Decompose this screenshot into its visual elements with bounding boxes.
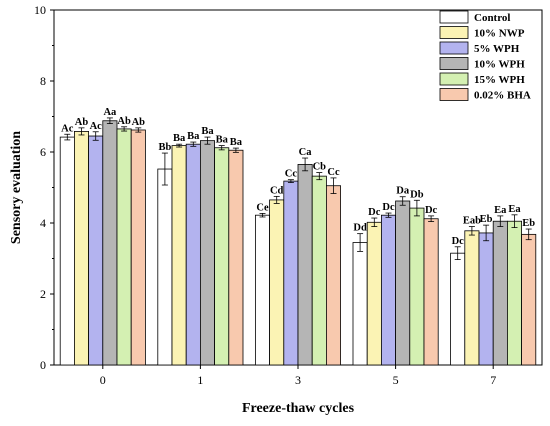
legend-label: 10% WPH [474, 59, 525, 71]
y-tick-label: 8 [40, 74, 46, 88]
bar [311, 175, 327, 366]
bar [102, 120, 118, 366]
legend-label: 10% NWP [474, 28, 525, 40]
legend-label: Control [474, 12, 510, 24]
significance-label: Dc [425, 205, 438, 216]
legend-swatch [439, 10, 469, 24]
significance-label: Db [410, 189, 424, 200]
significance-label: Ac [90, 121, 103, 132]
bar [409, 207, 425, 366]
significance-label: Ab [132, 117, 146, 128]
bar [199, 140, 215, 366]
x-tick-label: 7 [490, 373, 496, 387]
significance-label: Dc [452, 236, 465, 247]
significance-label: Ea [494, 205, 507, 216]
bar [214, 147, 230, 366]
bar [325, 185, 341, 366]
legend-label: 15% WPH [474, 74, 525, 86]
bar [366, 221, 382, 366]
significance-label: Cb [313, 162, 327, 173]
bar [116, 128, 132, 366]
y-tick-label: 6 [40, 145, 46, 159]
y-tick-label: 10 [34, 3, 46, 17]
y-tick-label: 0 [40, 358, 46, 372]
significance-label: Ea [508, 204, 521, 215]
x-tick-label: 1 [197, 373, 203, 387]
legend-swatch [439, 26, 469, 39]
bar [506, 220, 522, 366]
x-tick-label: 5 [393, 373, 399, 387]
significance-label: Eb [522, 218, 535, 229]
significance-label: Eb [480, 214, 493, 225]
significance-label: Ba [216, 135, 229, 146]
significance-label: Cc [285, 169, 298, 180]
significance-label: Aa [103, 107, 117, 118]
bar [254, 214, 270, 366]
x-axis-title: Freeze-thaw cycles [242, 401, 355, 416]
significance-label: Dc [368, 207, 381, 218]
significance-label: Ab [117, 116, 131, 127]
significance-label: Cd [270, 185, 284, 196]
legend: Control 10% NWP 5% WPH 10% WPH 15% WPH 0.02% … [439, 10, 531, 102]
bar [423, 218, 439, 366]
bar [464, 230, 480, 366]
bar [269, 199, 285, 366]
legend-swatch [439, 88, 469, 101]
bar [352, 242, 368, 366]
y-tick-label: 2 [40, 287, 46, 301]
bar [380, 214, 396, 366]
bar [171, 145, 187, 366]
legend-swatch [439, 72, 469, 86]
bar [185, 143, 201, 366]
bar [395, 200, 411, 366]
x-axis: 0 1 3 5 7 [100, 365, 496, 387]
significance-label: Ce [256, 202, 269, 213]
significance-label: Dd [353, 223, 367, 234]
bar [521, 233, 537, 366]
significance-label: Da [396, 186, 410, 197]
significance-label: Ca [299, 147, 313, 158]
y-axis-title: Sensory evaluation [9, 131, 24, 244]
bar [157, 168, 173, 366]
significance-label: Cc [327, 167, 340, 178]
y-axis: 0 2 4 6 8 10 [34, 3, 54, 372]
significance-label: Ba [230, 137, 243, 148]
bar [59, 136, 75, 366]
bar [283, 180, 299, 366]
significance-label: Ba [173, 133, 186, 144]
significance-label: Ac [61, 123, 74, 134]
bar [478, 232, 494, 366]
significance-label: Dc [382, 202, 395, 213]
bar [130, 129, 146, 366]
legend-label: 0.02% BHA [474, 90, 531, 102]
significance-label: Ba [187, 131, 200, 142]
error-bar-group [64, 117, 532, 260]
legend-swatch [439, 41, 469, 55]
significance-label: Eab [463, 216, 481, 227]
bar [297, 164, 313, 366]
bar [74, 131, 90, 366]
legend-swatch [439, 57, 469, 70]
x-tick-label: 0 [100, 373, 106, 387]
significance-label: Ab [75, 117, 89, 128]
significance-label: Ba [201, 126, 214, 137]
bar [450, 252, 466, 366]
y-tick-label: 4 [40, 216, 46, 230]
bar [228, 149, 244, 366]
significance-label: Bb [158, 142, 171, 153]
bar [88, 135, 104, 366]
x-tick-label: 3 [295, 373, 301, 387]
bar [492, 220, 508, 366]
legend-label: 5% WPH [474, 43, 520, 55]
